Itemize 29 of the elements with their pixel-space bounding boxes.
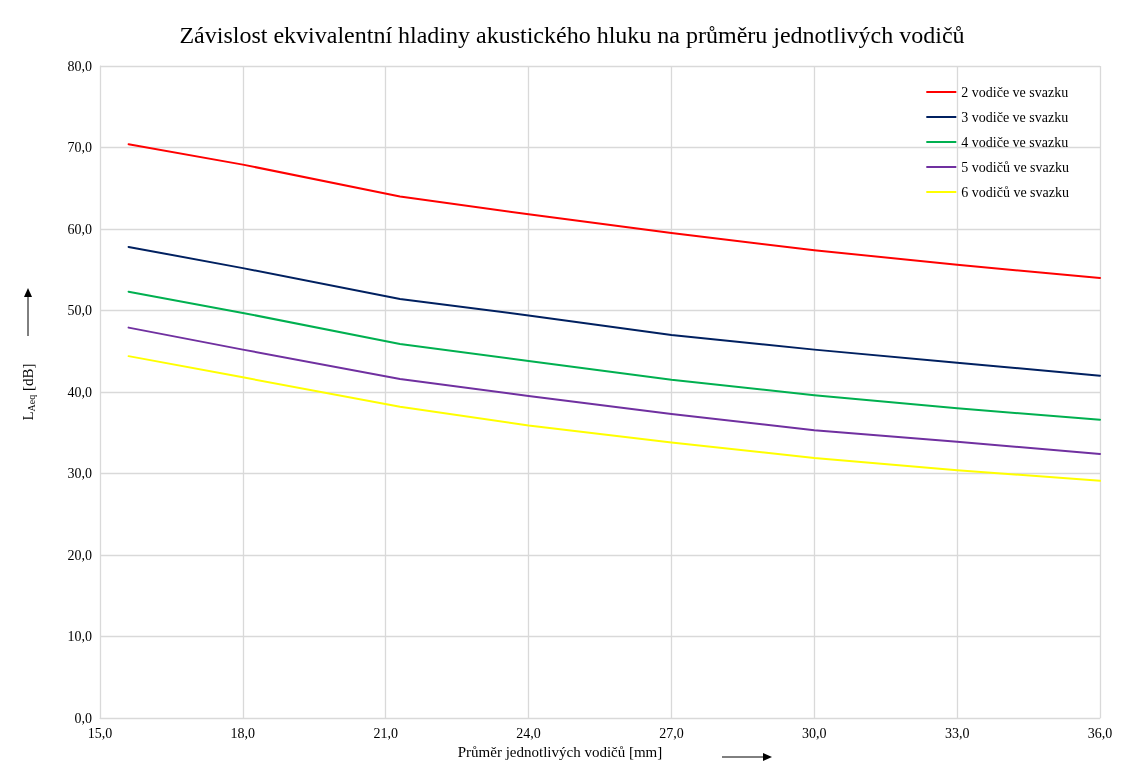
y-tick-label: 80,0 xyxy=(67,58,92,74)
x-tick-label: 27,0 xyxy=(659,725,684,741)
y-tick-label: 30,0 xyxy=(67,466,92,481)
line-series xyxy=(127,355,1101,482)
x-tick-label: 21,0 xyxy=(373,725,398,741)
legend-label: 4 vodiče ve svazku xyxy=(961,134,1069,150)
x-axis-title: Průměr jednotlivých vodičů [mm] xyxy=(457,744,663,761)
y-tick-label: 50,0 xyxy=(67,303,92,318)
y-axis-title: LAeq [dB] xyxy=(20,363,37,421)
x-tick-label: 36,0 xyxy=(1087,725,1113,741)
y-tick-label: 0,0 xyxy=(74,710,92,726)
legend-label: 3 vodiče ve svazku xyxy=(961,109,1069,125)
line-series xyxy=(127,245,1101,377)
y-tick-label: 70,0 xyxy=(67,140,92,155)
x-tick-label: 15,0 xyxy=(87,725,113,741)
x-tick-label: 33,0 xyxy=(944,725,970,741)
line-series xyxy=(127,290,1101,421)
x-tick-label: 30,0 xyxy=(802,725,827,741)
chart-title: Závislost ekvivalentní hladiny akustického hluku na průměru jednotlivých vodičů xyxy=(179,22,965,48)
y-tick-label: 20,0 xyxy=(67,547,92,563)
x-tick-label: 24,0 xyxy=(516,725,541,741)
y-tick-label: 10,0 xyxy=(67,629,92,644)
line-series xyxy=(127,326,1101,455)
legend-label: 2 vodiče ve svazku xyxy=(961,84,1069,100)
y-tick-label: 60,0 xyxy=(67,221,92,237)
x-tick-label: 18,0 xyxy=(230,725,256,741)
legend-label: 6 vodičů ve svazku xyxy=(961,184,1070,200)
legend-label: 5 vodičů ve svazku xyxy=(961,159,1070,175)
y-tick-label: 40,0 xyxy=(67,384,92,400)
